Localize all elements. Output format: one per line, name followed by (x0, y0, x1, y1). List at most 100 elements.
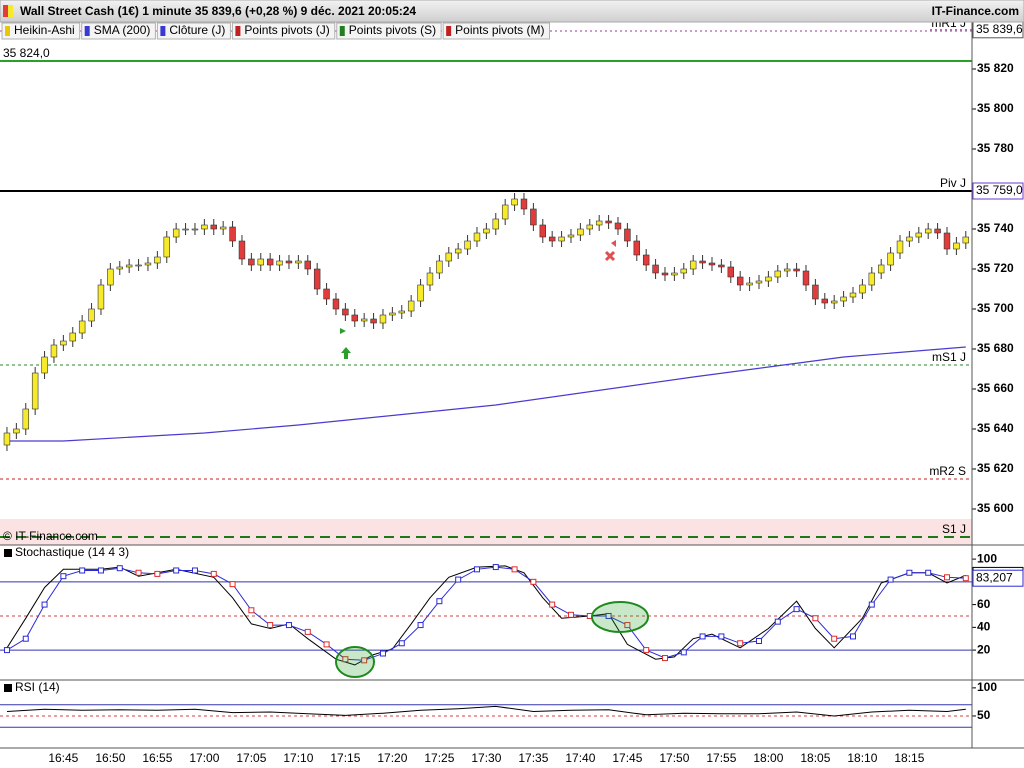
candle-body (69, 332, 76, 342)
panel-title-icon (4, 549, 12, 557)
y-tick-label: 35 780 (977, 141, 1014, 155)
legend-button[interactable] (336, 22, 442, 40)
candle-body (492, 218, 499, 230)
candle-body (436, 260, 443, 274)
y-tick-label: 35 600 (977, 501, 1014, 515)
x-tick-label: 17:05 (236, 751, 266, 765)
series-marker (60, 573, 67, 580)
candle-body (163, 236, 170, 258)
candle-body (586, 224, 593, 230)
x-tick-label: 17:00 (189, 751, 219, 765)
candle-body (342, 308, 349, 316)
x-tick-label: 18:10 (847, 751, 877, 765)
series-marker (473, 566, 480, 573)
candle-body (896, 240, 904, 254)
candle-body (88, 308, 95, 322)
candle-body (924, 228, 932, 234)
series-marker (699, 633, 706, 640)
level-label: mR2 S (929, 464, 966, 478)
candle-body (501, 204, 509, 220)
series-marker (229, 581, 236, 588)
value-tag (972, 569, 1024, 587)
series-marker (943, 574, 950, 581)
price-tag (972, 182, 1024, 200)
signal-triangle (340, 328, 346, 334)
candle-body (671, 272, 678, 276)
series-marker (323, 641, 330, 648)
legend-button[interactable] (1, 22, 81, 40)
legend-swatch (5, 26, 10, 36)
sell-cross (604, 250, 616, 262)
y-tick-label: 35 820 (977, 61, 1014, 75)
candle-body (107, 268, 114, 286)
series-marker (173, 567, 180, 574)
series-marker (379, 650, 386, 657)
copyright: © IT-Finance.com (3, 529, 98, 543)
candle-body (661, 272, 669, 276)
highlight-ellipse (591, 601, 649, 633)
series-marker (97, 567, 104, 574)
x-tick-label: 17:50 (659, 751, 689, 765)
candle-body (595, 220, 603, 226)
level-label: S1 J (942, 522, 966, 536)
x-tick-label: 18:05 (800, 751, 830, 765)
candle-body (520, 198, 528, 210)
candle-body (793, 268, 800, 272)
legend-swatch (339, 26, 345, 36)
candle-body (332, 298, 340, 310)
y-tick-label: 20 (977, 642, 991, 656)
legend-button[interactable] (231, 22, 336, 40)
candle-body (943, 232, 951, 250)
series-marker (22, 635, 29, 642)
candle-body (379, 314, 387, 324)
candle-body (840, 296, 847, 302)
candle-body (642, 254, 650, 266)
candle-body (201, 224, 208, 230)
buy-arrow (341, 347, 351, 359)
x-tick-label: 18:00 (753, 751, 783, 765)
legend-label: Heikin-Ashi (14, 23, 75, 37)
y-tick-label: 35 620 (977, 461, 1014, 475)
series-marker (680, 649, 687, 656)
y-tick-label: 35 720 (977, 261, 1014, 275)
legend-label: Clôture (J) (169, 23, 225, 37)
series-marker (248, 607, 255, 614)
series-marker (511, 566, 518, 573)
candle-body (426, 272, 434, 286)
legend-swatch (160, 26, 166, 36)
legend-button[interactable] (156, 22, 231, 40)
series-marker (849, 633, 856, 640)
candle-body (652, 264, 659, 274)
series-line (6, 705, 966, 717)
series-marker (925, 569, 932, 576)
candle-body (727, 266, 735, 278)
legend-button[interactable] (442, 22, 550, 40)
candle-body (614, 222, 622, 230)
series-marker (793, 606, 800, 613)
candle-body (906, 236, 913, 242)
source: IT-Finance.com (932, 4, 1019, 18)
zone-band (0, 519, 972, 545)
legend-label: Points pivots (J) (244, 23, 329, 37)
candle-body (445, 252, 452, 262)
candle-body (417, 284, 424, 302)
candle-body (454, 248, 462, 254)
series-marker (41, 601, 48, 608)
series-marker (887, 576, 894, 583)
candle-body (708, 262, 716, 266)
series-marker (624, 622, 631, 629)
x-tick-label: 17:20 (377, 751, 407, 765)
candle-body (41, 356, 48, 374)
candle-body (323, 288, 330, 300)
candle-body (229, 226, 236, 242)
series-marker (398, 640, 405, 647)
series-marker (530, 578, 537, 585)
candle-body (135, 264, 142, 267)
legend-label: Points pivots (M) (455, 23, 544, 37)
x-tick-label: 17:35 (518, 751, 548, 765)
candle-body (530, 208, 537, 226)
legend-button[interactable] (81, 22, 156, 40)
legend-label: Points pivots (S) (349, 23, 436, 37)
